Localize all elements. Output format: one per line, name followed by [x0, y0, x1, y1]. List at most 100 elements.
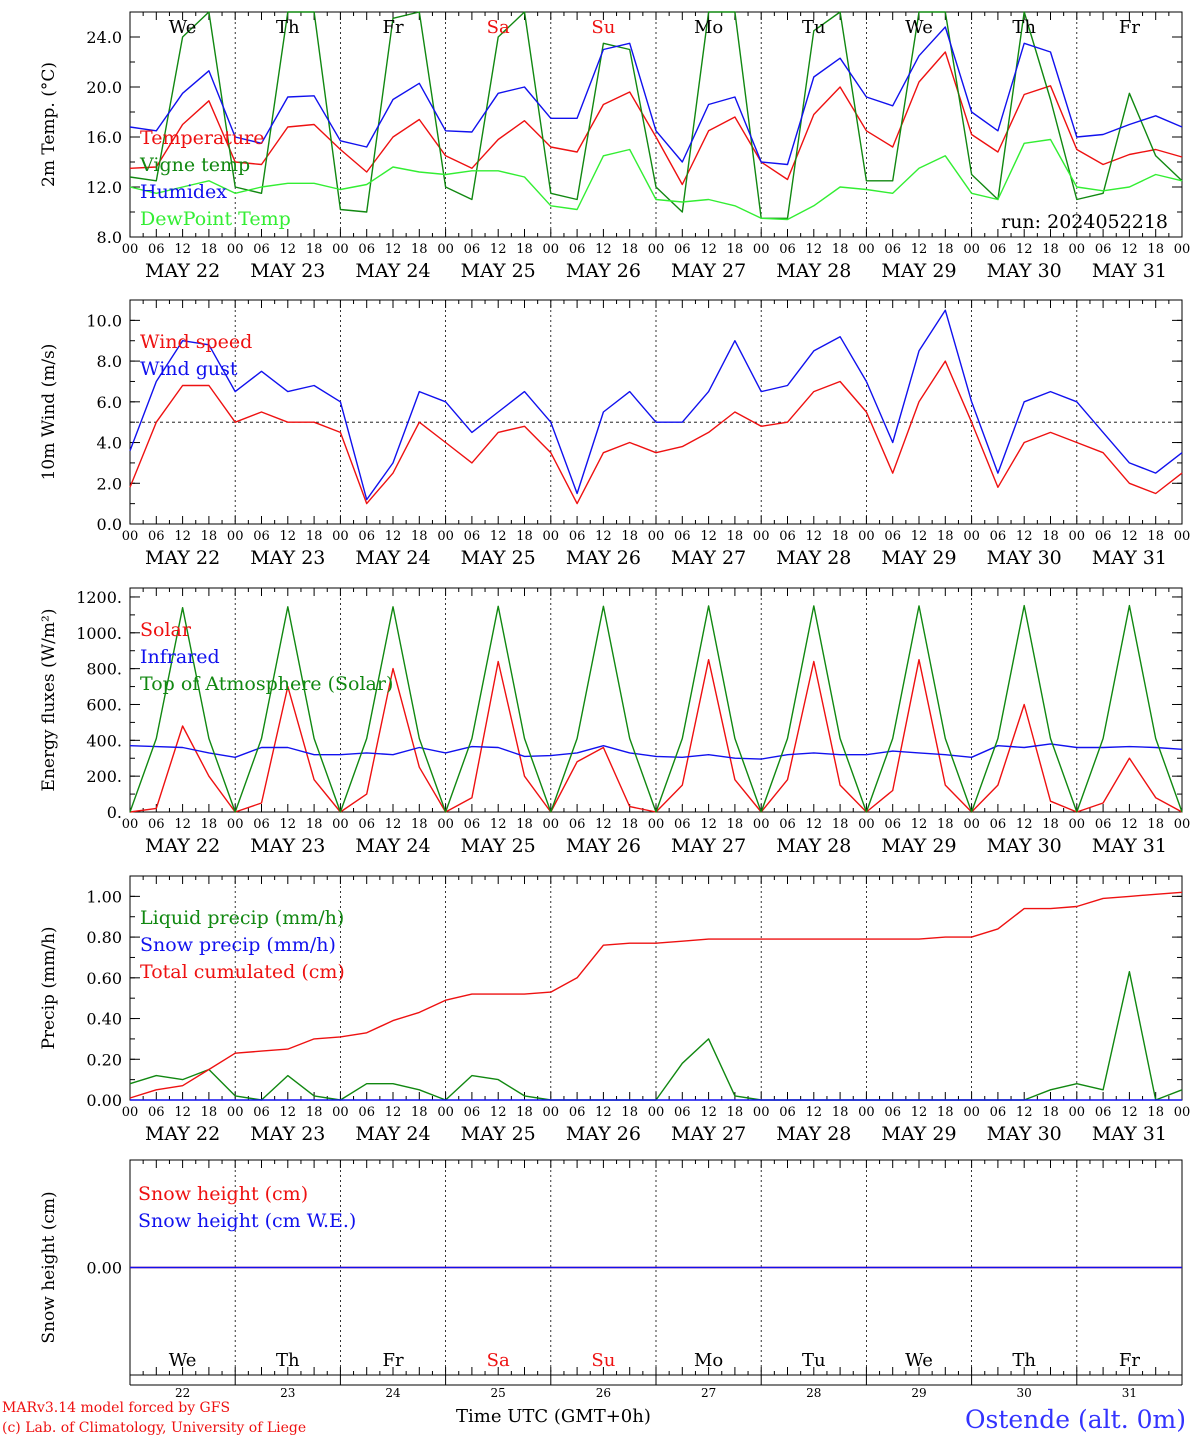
hour-tick-label: 00	[543, 817, 560, 832]
y-tick-label: 2.0	[97, 474, 122, 493]
hour-tick-label: 00	[648, 529, 665, 544]
y-tick-label: 6.0	[97, 393, 122, 412]
hour-tick-label: 12	[1121, 817, 1138, 832]
weekday-label: We	[905, 17, 933, 38]
hour-tick-label: 06	[253, 817, 270, 832]
hour-tick-label: 00	[963, 242, 980, 257]
hour-tick-label: 18	[201, 529, 218, 544]
y-tick-label: 800.	[86, 660, 122, 679]
hour-tick-label: 06	[779, 242, 796, 257]
date-label: MAY 24	[355, 547, 430, 569]
date-label: MAY 29	[881, 260, 956, 282]
legend-entry: Vigne temp	[139, 154, 250, 176]
hour-tick-label: 18	[1042, 817, 1059, 832]
weekday-label: Tu	[802, 17, 826, 38]
hour-tick-label: 06	[148, 529, 165, 544]
hour-tick-label: 18	[1147, 529, 1164, 544]
hour-tick-label: 00	[543, 1105, 560, 1120]
hour-tick-label: 06	[569, 529, 586, 544]
hour-tick-label: 12	[1121, 529, 1138, 544]
hour-tick-label: 12	[806, 242, 823, 257]
hour-tick-label: 00	[122, 529, 139, 544]
date-label: MAY 26	[566, 1123, 641, 1145]
hour-tick-label: 12	[700, 817, 717, 832]
hour-tick-label: 06	[884, 529, 901, 544]
y-tick-label: 0.80	[86, 928, 122, 947]
hour-tick-label: 00	[1069, 1105, 1086, 1120]
weekday-label: We	[905, 1350, 933, 1371]
day-number-label: 26	[596, 1386, 611, 1400]
date-label: MAY 24	[355, 1123, 430, 1145]
day-number-label: 28	[806, 1386, 821, 1400]
date-label: MAY 29	[881, 547, 956, 569]
hour-tick-label: 18	[937, 1105, 954, 1120]
weekday-label: Tu	[802, 1350, 826, 1371]
hour-tick-label: 00	[122, 1105, 139, 1120]
date-label: MAY 23	[250, 260, 325, 282]
date-label: MAY 31	[1092, 835, 1167, 857]
date-label: MAY 30	[987, 1123, 1062, 1145]
hour-tick-label: 06	[884, 242, 901, 257]
hour-tick-label: 00	[122, 817, 139, 832]
date-label: MAY 31	[1092, 260, 1167, 282]
hour-tick-label: 12	[280, 529, 297, 544]
date-label: MAY 25	[461, 835, 536, 857]
hour-tick-label: 12	[174, 817, 191, 832]
hour-tick-label: 06	[1095, 529, 1112, 544]
hour-tick-label: 06	[358, 242, 375, 257]
weekday-label: Su	[591, 1350, 615, 1371]
hour-tick-label: 18	[621, 817, 638, 832]
hour-tick-label: 12	[1016, 242, 1033, 257]
date-label: MAY 31	[1092, 547, 1167, 569]
hour-tick-label: 12	[1016, 817, 1033, 832]
hour-tick-label: 12	[700, 242, 717, 257]
hour-tick-label: 12	[385, 1105, 402, 1120]
hour-tick-label: 06	[884, 1105, 901, 1120]
hour-tick-label: 00	[437, 242, 454, 257]
hour-tick-label: 18	[516, 242, 533, 257]
hour-tick-label: 12	[174, 1105, 191, 1120]
date-label: MAY 23	[250, 1123, 325, 1145]
date-label: MAY 30	[987, 260, 1062, 282]
weekday-label: Th	[1012, 17, 1036, 38]
hour-tick-label: 06	[148, 817, 165, 832]
hour-tick-label: 06	[569, 1105, 586, 1120]
date-label: MAY 27	[671, 547, 746, 569]
hour-tick-label: 00	[1069, 529, 1086, 544]
hour-tick-label: 18	[937, 242, 954, 257]
hour-tick-label: 06	[674, 242, 691, 257]
hour-tick-label: 00	[227, 817, 244, 832]
hour-tick-label: 18	[201, 817, 218, 832]
legend-entry: Snow height (cm W.E.)	[138, 1210, 356, 1232]
day-number-label: 25	[491, 1386, 506, 1400]
hour-tick-label: 18	[832, 1105, 849, 1120]
day-number-label: 27	[701, 1386, 716, 1400]
series-line-total-cumulated-cm-	[129, 891, 1183, 1099]
hour-tick-label: 00	[437, 1105, 454, 1120]
hour-tick-label: 00	[1174, 1105, 1191, 1120]
legend-entry: Wind gust	[140, 358, 238, 380]
hour-tick-label: 00	[963, 529, 980, 544]
hour-tick-label: 06	[148, 1105, 165, 1120]
hour-tick-label: 18	[411, 242, 428, 257]
hour-tick-label: 18	[201, 242, 218, 257]
hour-tick-label: 12	[911, 817, 928, 832]
hour-tick-label: 12	[1016, 529, 1033, 544]
series-line-vigne-temp	[129, 11, 1183, 220]
hour-tick-label: 18	[832, 242, 849, 257]
date-label: MAY 23	[250, 547, 325, 569]
hour-tick-label: 18	[1147, 817, 1164, 832]
hour-tick-label: 12	[174, 529, 191, 544]
y-tick-label: 0.00	[86, 1091, 122, 1110]
y-tick-label: 1000.	[76, 624, 122, 643]
hour-tick-label: 00	[648, 242, 665, 257]
hour-tick-label: 06	[674, 529, 691, 544]
hour-tick-label: 18	[306, 529, 323, 544]
weekday-label: Fr	[1119, 1350, 1140, 1371]
hour-tick-label: 00	[332, 1105, 349, 1120]
series-line-dewpoint-temp	[129, 138, 1183, 221]
hour-tick-label: 12	[911, 242, 928, 257]
hour-tick-label: 12	[911, 529, 928, 544]
hour-tick-label: 12	[1016, 1105, 1033, 1120]
weekday-label: We	[169, 17, 197, 38]
